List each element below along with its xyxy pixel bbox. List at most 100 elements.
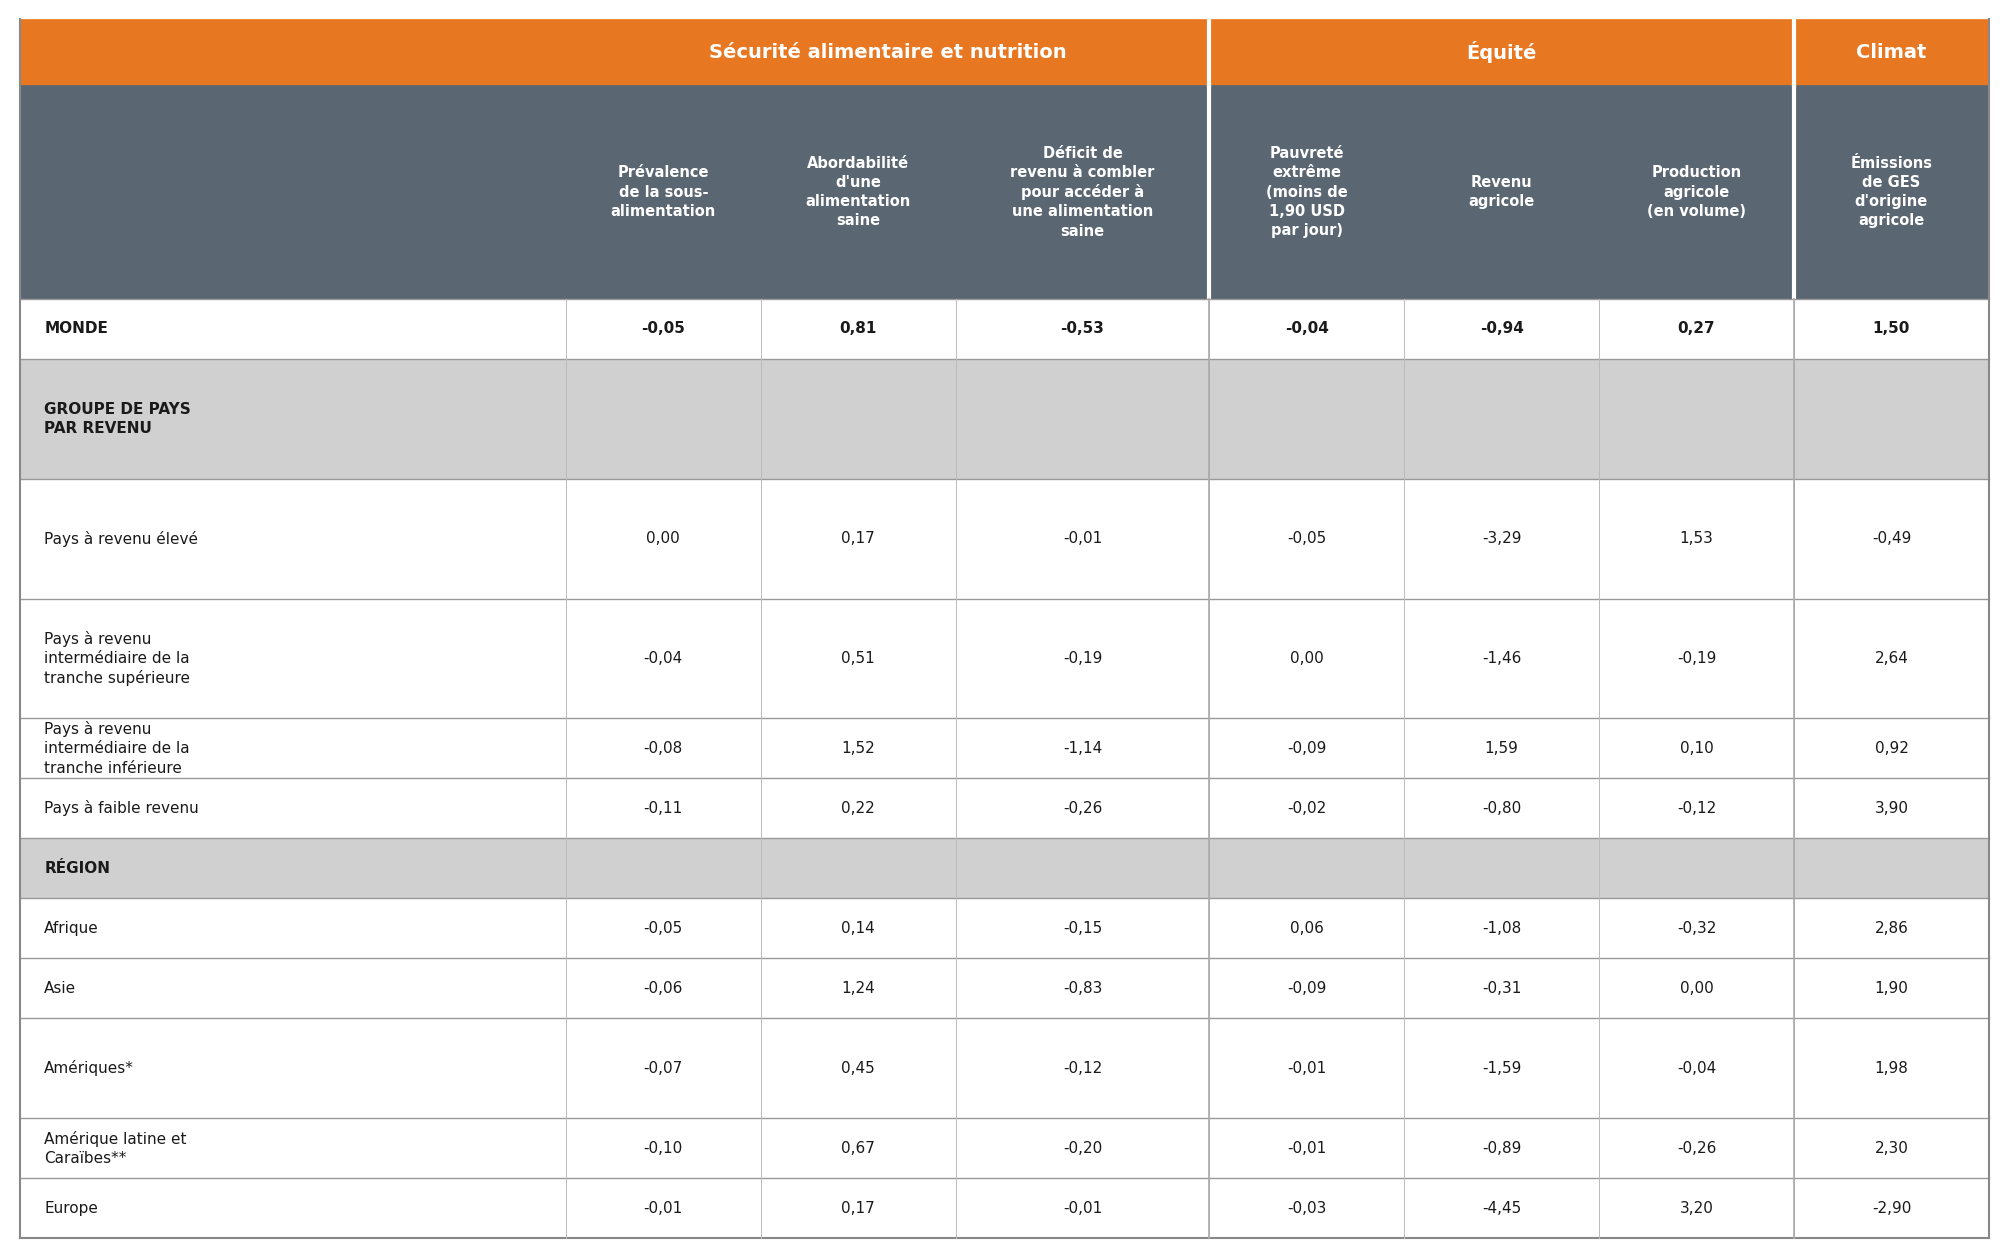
- Text: 0,00: 0,00: [647, 530, 681, 546]
- Bar: [20, 899, 1989, 958]
- Text: -0,08: -0,08: [643, 740, 683, 755]
- Text: -0,19: -0,19: [1678, 651, 1716, 666]
- Text: Prévalence
de la sous-
alimentation: Prévalence de la sous- alimentation: [611, 166, 715, 219]
- Text: -0,20: -0,20: [1063, 1140, 1103, 1155]
- Text: -0,05: -0,05: [643, 921, 683, 935]
- Text: -0,26: -0,26: [1678, 1140, 1716, 1155]
- Bar: [20, 598, 1989, 719]
- Text: RÉGION: RÉGION: [44, 861, 110, 876]
- Text: -0,02: -0,02: [1288, 801, 1326, 816]
- Text: Émissions
de GES
d'origine
agricole: Émissions de GES d'origine agricole: [1850, 156, 1933, 229]
- Bar: [20, 19, 1989, 85]
- Text: -0,01: -0,01: [643, 1200, 683, 1216]
- Text: -0,53: -0,53: [1061, 322, 1105, 336]
- Text: -0,83: -0,83: [1063, 980, 1103, 996]
- Text: -0,09: -0,09: [1288, 980, 1326, 996]
- Text: 0,14: 0,14: [842, 921, 876, 935]
- Text: Déficit de
revenu à combler
pour accéder à
une alimentation
saine: Déficit de revenu à combler pour accéder…: [1011, 146, 1155, 239]
- Text: 0,17: 0,17: [842, 1200, 876, 1216]
- Text: 0,10: 0,10: [1680, 740, 1714, 755]
- Text: Amérique latine et
Caraïbes**: Amérique latine et Caraïbes**: [44, 1130, 187, 1165]
- Text: 0,00: 0,00: [1680, 980, 1714, 996]
- Text: -0,04: -0,04: [643, 651, 683, 666]
- Text: 1,24: 1,24: [842, 980, 876, 996]
- Text: -0,26: -0,26: [1063, 801, 1103, 816]
- Text: 0,00: 0,00: [1290, 651, 1324, 666]
- Text: Production
agricole
(en volume): Production agricole (en volume): [1647, 166, 1746, 219]
- Text: -0,10: -0,10: [643, 1140, 683, 1155]
- Text: -1,08: -1,08: [1483, 921, 1521, 935]
- Text: Pauvreté
extrême
(moins de
1,90 USD
par jour): Pauvreté extrême (moins de 1,90 USD par …: [1266, 146, 1348, 238]
- Text: -0,01: -0,01: [1063, 530, 1103, 546]
- Text: Pays à revenu élevé: Pays à revenu élevé: [44, 530, 199, 547]
- Bar: [20, 958, 1989, 1018]
- Bar: [20, 1178, 1989, 1238]
- Text: Équité: Équité: [1467, 41, 1537, 63]
- Text: -0,80: -0,80: [1483, 801, 1521, 816]
- Text: 0,17: 0,17: [842, 530, 876, 546]
- Text: -0,09: -0,09: [1288, 740, 1326, 755]
- Text: GROUPE DE PAYS
PAR REVENU: GROUPE DE PAYS PAR REVENU: [44, 401, 191, 436]
- Text: 1,59: 1,59: [1485, 740, 1519, 755]
- Text: Pays à faible revenu: Pays à faible revenu: [44, 801, 199, 816]
- Text: -0,12: -0,12: [1063, 1061, 1103, 1076]
- Text: 1,53: 1,53: [1680, 530, 1714, 546]
- Text: 0,67: 0,67: [842, 1140, 876, 1155]
- Text: -2,90: -2,90: [1872, 1200, 1911, 1216]
- Text: -0,49: -0,49: [1872, 530, 1911, 546]
- Text: Climat: Climat: [1856, 43, 1927, 62]
- Bar: [20, 1018, 1989, 1119]
- Text: 3,20: 3,20: [1680, 1200, 1714, 1216]
- Text: MONDE: MONDE: [44, 322, 108, 336]
- Text: -0,04: -0,04: [1284, 322, 1328, 336]
- Text: Sécurité alimentaire et nutrition: Sécurité alimentaire et nutrition: [709, 43, 1067, 62]
- Bar: [20, 838, 1989, 899]
- Text: -3,29: -3,29: [1483, 530, 1521, 546]
- Text: -4,45: -4,45: [1483, 1200, 1521, 1216]
- Text: Afrique: Afrique: [44, 921, 98, 935]
- Text: 0,27: 0,27: [1678, 322, 1716, 336]
- Text: -0,06: -0,06: [643, 980, 683, 996]
- Bar: [20, 1119, 1989, 1178]
- Bar: [20, 358, 1989, 479]
- Text: -0,12: -0,12: [1678, 801, 1716, 816]
- Bar: [20, 719, 1989, 778]
- Text: 2,86: 2,86: [1874, 921, 1909, 935]
- Text: 1,98: 1,98: [1874, 1061, 1909, 1076]
- Text: 2,30: 2,30: [1874, 1140, 1909, 1155]
- Text: 0,06: 0,06: [1290, 921, 1324, 935]
- Text: -1,14: -1,14: [1063, 740, 1103, 755]
- Bar: [20, 479, 1989, 598]
- Text: -0,31: -0,31: [1483, 980, 1521, 996]
- Text: -1,46: -1,46: [1483, 651, 1521, 666]
- Text: -0,11: -0,11: [643, 801, 683, 816]
- Text: -0,01: -0,01: [1288, 1140, 1326, 1155]
- Text: 0,45: 0,45: [842, 1061, 876, 1076]
- Text: -0,05: -0,05: [641, 322, 685, 336]
- Text: 3,90: 3,90: [1874, 801, 1909, 816]
- Text: Europe: Europe: [44, 1200, 98, 1216]
- Text: 2,64: 2,64: [1874, 651, 1909, 666]
- Text: 1,90: 1,90: [1874, 980, 1909, 996]
- Text: 0,51: 0,51: [842, 651, 876, 666]
- Text: 0,92: 0,92: [1874, 740, 1909, 755]
- Text: Pays à revenu
intermédiaire de la
tranche inférieure: Pays à revenu intermédiaire de la tranch…: [44, 722, 189, 776]
- Text: Pays à revenu
intermédiaire de la
tranche supérieure: Pays à revenu intermédiaire de la tranch…: [44, 631, 191, 686]
- Text: -0,94: -0,94: [1481, 322, 1523, 336]
- Text: 1,50: 1,50: [1872, 322, 1911, 336]
- Text: -0,04: -0,04: [1678, 1061, 1716, 1076]
- Text: 0,22: 0,22: [842, 801, 876, 816]
- Text: -0,19: -0,19: [1063, 651, 1103, 666]
- Text: Revenu
agricole: Revenu agricole: [1469, 175, 1535, 209]
- Text: -0,32: -0,32: [1678, 921, 1716, 935]
- Text: -0,03: -0,03: [1288, 1200, 1326, 1216]
- Text: -1,59: -1,59: [1483, 1061, 1521, 1076]
- Text: -0,15: -0,15: [1063, 921, 1103, 935]
- Text: -0,01: -0,01: [1288, 1061, 1326, 1076]
- Text: -0,01: -0,01: [1063, 1200, 1103, 1216]
- Text: -0,07: -0,07: [643, 1061, 683, 1076]
- Text: Amériques*: Amériques*: [44, 1060, 135, 1076]
- Text: -0,89: -0,89: [1483, 1140, 1521, 1155]
- Text: -0,05: -0,05: [1288, 530, 1326, 546]
- Bar: [20, 299, 1989, 358]
